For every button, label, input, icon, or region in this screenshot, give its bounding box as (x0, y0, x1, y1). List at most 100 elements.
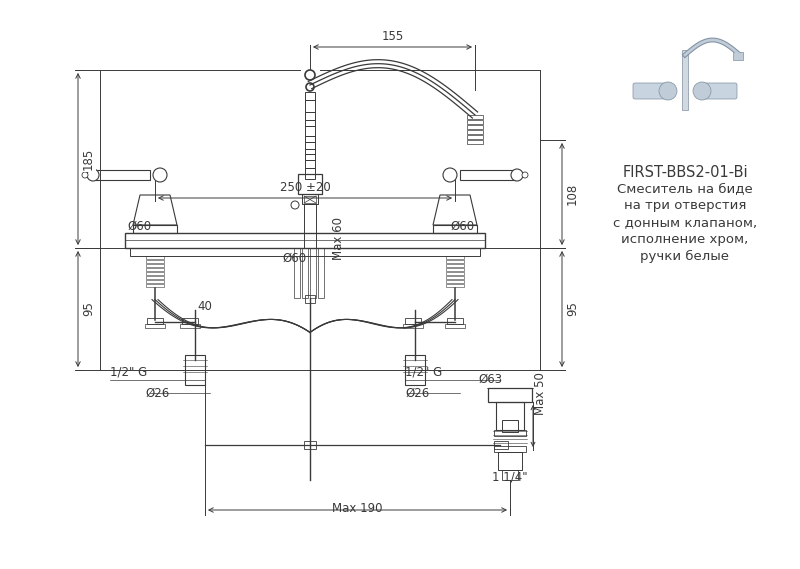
Text: Ø26: Ø26 (145, 387, 170, 400)
Text: Ø60: Ø60 (127, 220, 151, 233)
Circle shape (693, 82, 711, 100)
Bar (494, 441, 508, 449)
Bar (446, 284, 464, 287)
Bar (467, 140, 483, 144)
Text: Ø60: Ø60 (450, 220, 474, 233)
Text: 250 ±20: 250 ±20 (280, 181, 330, 194)
Bar (305, 174, 315, 179)
Text: 185: 185 (82, 148, 95, 170)
Bar (405, 318, 421, 324)
Text: исполнение хром,: исполнение хром, (622, 233, 749, 246)
Bar (182, 318, 198, 324)
Bar (305, 92, 315, 100)
Text: ручки белые: ручки белые (641, 250, 730, 263)
Bar (305, 136, 315, 142)
Bar (305, 160, 315, 168)
Bar (446, 260, 464, 263)
Bar (146, 276, 164, 279)
Bar (446, 256, 464, 259)
Text: с донным клапаном,: с донным клапаном, (613, 216, 757, 229)
FancyBboxPatch shape (698, 83, 737, 99)
Bar (294, 248, 300, 298)
Bar (405, 355, 425, 385)
Bar (305, 112, 315, 120)
Circle shape (305, 70, 315, 80)
Bar (488, 388, 532, 402)
Bar (446, 264, 464, 267)
Bar (467, 130, 483, 134)
Circle shape (511, 169, 523, 181)
Bar (305, 126, 315, 136)
Bar (145, 324, 165, 328)
Bar (682, 50, 688, 110)
Circle shape (306, 83, 314, 91)
Bar (146, 264, 164, 267)
Bar (446, 268, 464, 271)
Bar (130, 248, 480, 256)
Bar (146, 260, 164, 263)
Bar (146, 284, 164, 287)
Bar (125, 233, 485, 248)
Text: 1 1/4": 1 1/4" (492, 470, 528, 483)
Bar (185, 355, 205, 385)
Text: 95: 95 (566, 302, 579, 316)
Bar (494, 430, 526, 436)
Circle shape (82, 172, 88, 178)
Text: Max 50: Max 50 (534, 372, 547, 415)
Circle shape (659, 82, 677, 100)
Polygon shape (133, 195, 177, 225)
Text: 155: 155 (382, 30, 404, 43)
Bar (445, 324, 465, 328)
Bar (403, 324, 423, 328)
Bar (310, 248, 316, 298)
Bar (498, 452, 522, 470)
Bar (460, 170, 515, 180)
Bar (304, 196, 316, 203)
Bar (133, 225, 177, 233)
Text: Ø60: Ø60 (282, 252, 306, 265)
Bar (305, 168, 315, 174)
Text: Max 190: Max 190 (332, 502, 382, 515)
Text: Ø63: Ø63 (478, 373, 502, 386)
Text: на три отверстия: на три отверстия (624, 199, 746, 212)
Bar (147, 318, 163, 324)
Bar (467, 125, 483, 129)
Bar (502, 470, 518, 480)
Bar (494, 446, 526, 452)
Bar (304, 204, 316, 248)
Bar (180, 324, 200, 328)
Bar (302, 194, 318, 204)
Text: FIRST-BBS2-01-Bi: FIRST-BBS2-01-Bi (622, 165, 748, 180)
Bar (146, 268, 164, 271)
Bar (433, 225, 477, 233)
Bar (447, 318, 463, 324)
Bar (95, 170, 150, 180)
Text: Смеситель на биде: Смеситель на биде (617, 182, 753, 195)
Bar (305, 154, 315, 160)
Bar (304, 441, 316, 449)
Circle shape (291, 201, 299, 209)
Polygon shape (433, 195, 477, 225)
Bar (467, 120, 483, 124)
Bar (502, 420, 518, 432)
Bar (733, 52, 743, 60)
Text: 1/2" G: 1/2" G (405, 365, 442, 378)
Bar (305, 142, 315, 149)
Bar (305, 149, 315, 154)
Circle shape (443, 168, 457, 182)
Bar (446, 276, 464, 279)
Bar (305, 295, 315, 303)
Text: 95: 95 (82, 302, 95, 316)
Text: Max 60: Max 60 (332, 217, 345, 260)
Bar (305, 100, 315, 112)
Bar (467, 115, 483, 119)
Text: Ø26: Ø26 (405, 387, 430, 400)
Circle shape (153, 168, 167, 182)
Bar (318, 248, 324, 298)
Text: 40: 40 (197, 300, 212, 313)
Bar (446, 280, 464, 283)
Bar (146, 256, 164, 259)
FancyBboxPatch shape (633, 83, 672, 99)
Bar (298, 174, 322, 194)
Circle shape (87, 169, 99, 181)
